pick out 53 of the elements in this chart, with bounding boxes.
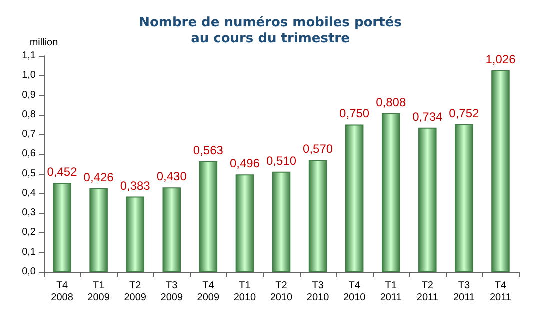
x-tick-label: T2 2010	[270, 280, 294, 304]
data-label: 0,452	[47, 165, 78, 180]
x-tick-label: T2 2011	[416, 280, 439, 304]
data-label: 0,808	[376, 95, 406, 110]
bar	[382, 113, 400, 272]
bar	[455, 124, 474, 272]
bar	[126, 196, 144, 272]
x-tick-label: T3 2010	[306, 280, 330, 304]
bar	[418, 128, 437, 272]
y-tick-label: 0,0	[22, 266, 36, 278]
bar	[53, 183, 72, 272]
bar	[308, 160, 328, 272]
bar	[236, 174, 254, 272]
x-tick-label: T1 2009	[88, 280, 110, 304]
data-label: 0,510	[266, 154, 297, 168]
data-label: 0,383	[120, 178, 151, 193]
y-tick-label: 0,5	[22, 168, 36, 180]
x-tick-label: T4 2010	[343, 280, 366, 304]
y-tick-label: 0,1	[22, 246, 36, 258]
data-label: 0,734	[412, 110, 443, 124]
data-label: 0,563	[193, 143, 224, 158]
y-tick-label: 0,8	[22, 109, 36, 120]
data-label: 0,430	[156, 170, 188, 184]
y-tick-label: 0,2	[22, 227, 36, 238]
x-tick-label: T3 2009	[160, 280, 184, 304]
y-tick-label: 1,1	[22, 50, 36, 62]
bar	[272, 172, 291, 272]
bar	[199, 161, 218, 272]
bar	[492, 70, 510, 272]
y-tick-label: 0,7	[22, 129, 36, 140]
x-tick-label: T2 2009	[124, 280, 147, 304]
y-tick-label: 0,6	[22, 148, 36, 160]
data-label: 0,750	[340, 106, 370, 121]
x-tick-label: T4 2009	[197, 280, 220, 304]
x-tick-label: T4 2011	[490, 280, 512, 304]
bar	[162, 188, 182, 272]
data-label: 1,026	[486, 52, 516, 67]
y-tick-label: 0,4	[22, 188, 36, 199]
x-tick-label: T3 2011	[453, 280, 476, 304]
chart-title: Nombre de numéros mobiles portés au cours du trimestre	[139, 16, 402, 46]
data-label: 0,496	[230, 156, 260, 171]
data-label: 0,752	[449, 106, 480, 120]
data-label: 0,426	[84, 170, 114, 184]
x-tick-label: T1 2011	[380, 280, 402, 304]
bar	[90, 188, 108, 272]
x-tick-label: T1 2010	[234, 280, 257, 304]
y-tick-label: 0,3	[22, 208, 36, 219]
data-label: 0,570	[303, 142, 334, 156]
y-tick-label: 1,0	[22, 70, 36, 82]
x-tick-label: T4 2008	[51, 280, 74, 304]
bar	[345, 124, 364, 272]
y-axis-title: million	[30, 38, 58, 48]
y-tick-label: 0,9	[22, 90, 36, 101]
